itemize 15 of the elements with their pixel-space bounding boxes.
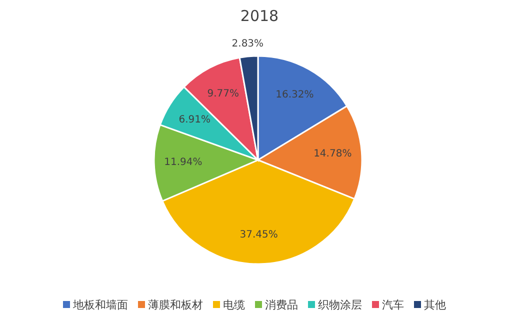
data-label: 9.77% [207, 88, 239, 100]
data-label: 14.78% [314, 148, 352, 160]
data-label: 6.91% [178, 114, 211, 126]
legend-label: 汽车 [382, 298, 404, 312]
chart-title: 2018 [240, 7, 279, 25]
legend-label: 地板和墙面 [72, 298, 128, 312]
legend-label: 织物涂层 [318, 298, 362, 312]
legend-label: 其他 [424, 298, 446, 312]
data-label: 11.94% [164, 156, 202, 168]
data-label: 16.32% [276, 89, 314, 100]
legend-label: 电缆 [223, 298, 245, 312]
legend-label: 薄膜和板材 [148, 298, 203, 312]
data-label: 2.83% [232, 38, 264, 50]
legend-label: 消费品 [265, 298, 298, 312]
data-label: 37.45% [240, 229, 278, 240]
